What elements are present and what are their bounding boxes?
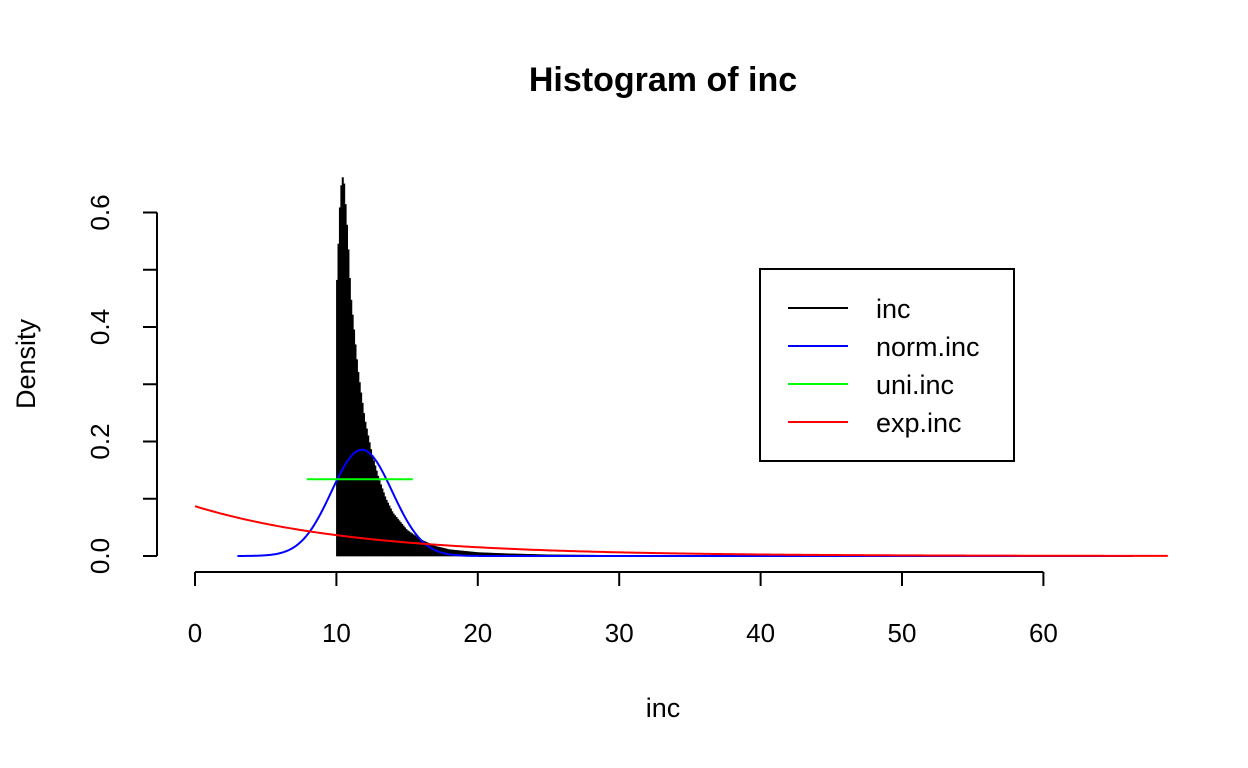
legend-label-norm-inc: norm.inc (876, 332, 980, 362)
x-tick-label-60: 60 (1029, 618, 1058, 648)
y-tick-label-6: 0.6 (85, 194, 115, 230)
y-axis-label: Density (11, 318, 41, 409)
x-tick-label-0: 0 (188, 618, 202, 648)
chart-title: Histogram of inc (529, 61, 797, 99)
legend-label-exp-inc: exp.inc (876, 408, 962, 438)
y-tick-label-0: 0.0 (85, 538, 115, 574)
x-tick-label-50: 50 (888, 618, 917, 648)
density-curves (194, 448, 1168, 557)
x-tick-label-20: 20 (463, 618, 492, 648)
curve-exp-inc (194, 505, 1168, 557)
y-axis: 0.0 0.2 0.4 0.6 (85, 194, 158, 574)
x-tick-label-10: 10 (322, 618, 351, 648)
histogram-bars (336, 177, 1133, 557)
y-tick-label-2: 0.2 (85, 423, 115, 459)
x-tick-label-30: 30 (605, 618, 634, 648)
x-axis-label: inc (646, 693, 681, 723)
legend: inc norm.inc uni.inc exp.inc (759, 268, 1015, 462)
legend-box (759, 268, 1015, 462)
y-tick-label-4: 0.4 (85, 309, 115, 345)
x-tick-label-40: 40 (746, 618, 775, 648)
x-axis: 0 10 20 30 40 50 60 (188, 571, 1058, 648)
legend-label-inc: inc (876, 294, 911, 324)
legend-label-uni-inc: uni.inc (876, 370, 954, 400)
